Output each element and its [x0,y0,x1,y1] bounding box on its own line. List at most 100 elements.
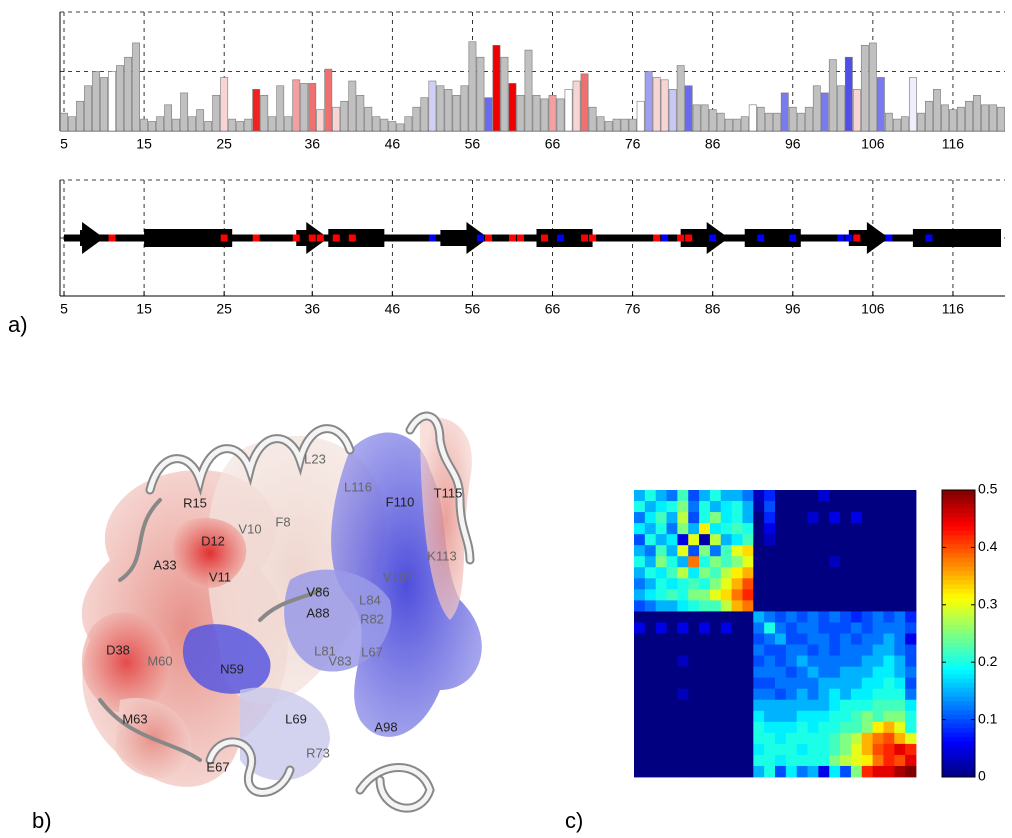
heatmap-cell [905,700,916,711]
heatmap-cell [797,534,808,545]
heatmap-cell [797,556,808,567]
heatmap-cell [688,722,699,733]
heatmap-cell [818,501,829,512]
heatmap-cell [688,622,699,633]
colorbar-step [942,678,975,683]
heatmap-cell [710,689,721,700]
heatmap-cell [883,733,894,744]
heatmap-cell [808,689,819,700]
colorbar-step [942,544,975,549]
heatmap-cell [818,589,829,600]
colorbar-step [942,526,975,531]
heatmap-cell [808,766,819,777]
heatmap-cell [894,512,905,523]
heatmap-cell [764,600,775,611]
colorbar-step [942,665,975,670]
heatmap-cell [645,733,656,744]
heatmap-cell [764,622,775,633]
heatmap-cell [775,534,786,545]
heatmap-cell [775,578,786,589]
heatmap-cell [873,611,884,622]
marker [845,235,852,242]
residue-label: L67 [361,644,383,659]
heatmap-cell [656,501,667,512]
heatmap-cell [797,501,808,512]
bar [565,89,572,131]
heatmap-cell [634,634,645,645]
heatmap-cell [677,733,688,744]
heatmap-cell [808,545,819,556]
heatmap-cell [753,733,764,744]
heatmap-cell [688,600,699,611]
bar [997,107,1004,131]
heatmap-cell [634,645,645,656]
bar [893,119,900,131]
heatmap-cell [840,656,851,667]
colorbar-step [942,737,975,742]
heatmap-cell [883,501,894,512]
bar [733,119,740,131]
heatmap-cell [721,656,732,667]
heatmap-cell [797,611,808,622]
bar [132,43,139,131]
heatmap-cell [721,766,732,777]
bar [116,66,123,131]
heatmap-cell [753,622,764,633]
heatmap-cell [710,700,721,711]
heatmap-cell [721,733,732,744]
x-tick-label: 36 [304,136,320,152]
heatmap-cell [894,578,905,589]
bar [597,117,604,131]
heatmap-cell [710,578,721,589]
heatmap-cell [699,512,710,523]
heatmap-cell [721,523,732,534]
heatmap-cell [699,634,710,645]
heatmap-cell [883,700,894,711]
heatmap-cell [764,545,775,556]
residue-label: A98 [374,719,397,734]
heatmap-cell [667,744,678,755]
heatmap-cell [862,755,873,766]
heatmap-cell [634,523,645,534]
marker [485,235,492,242]
heatmap-cell [688,755,699,766]
marker [925,235,932,242]
heatmap-cell [742,556,753,567]
heatmap-cell [883,556,894,567]
bar [373,117,380,131]
heatmap-cell [829,678,840,689]
bar [493,45,500,131]
heatmap-cell [775,678,786,689]
marker [885,235,892,242]
bar [197,110,204,131]
bar [685,86,692,131]
bar [989,105,996,131]
heatmap-cell [753,501,764,512]
bar [829,60,836,131]
colorbar-label: 0.5 [978,481,998,497]
bar [317,110,324,131]
heatmap-cell [667,634,678,645]
heatmap-cell [710,667,721,678]
heatmap-cell [905,567,916,578]
bar [68,117,75,131]
heatmap-cell [710,611,721,622]
heatmap-cell [699,611,710,622]
bar [741,117,748,131]
heatmap-cell [677,589,688,600]
heatmap-cell [645,645,656,656]
heatmap-cell [894,589,905,600]
heatmap-cell [688,490,699,501]
residue-label: D12 [201,533,225,548]
heatmap-cell [634,733,645,744]
heatmap-cell [645,722,656,733]
bar [837,86,844,131]
heatmap-cell [840,611,851,622]
bar [357,95,364,131]
heatmap-cell [710,755,721,766]
heatmap-cell [699,700,710,711]
heatmap-cell [764,744,775,755]
heatmap-cell [905,556,916,567]
heatmap-cell [786,523,797,534]
heatmap-cell [732,755,743,766]
